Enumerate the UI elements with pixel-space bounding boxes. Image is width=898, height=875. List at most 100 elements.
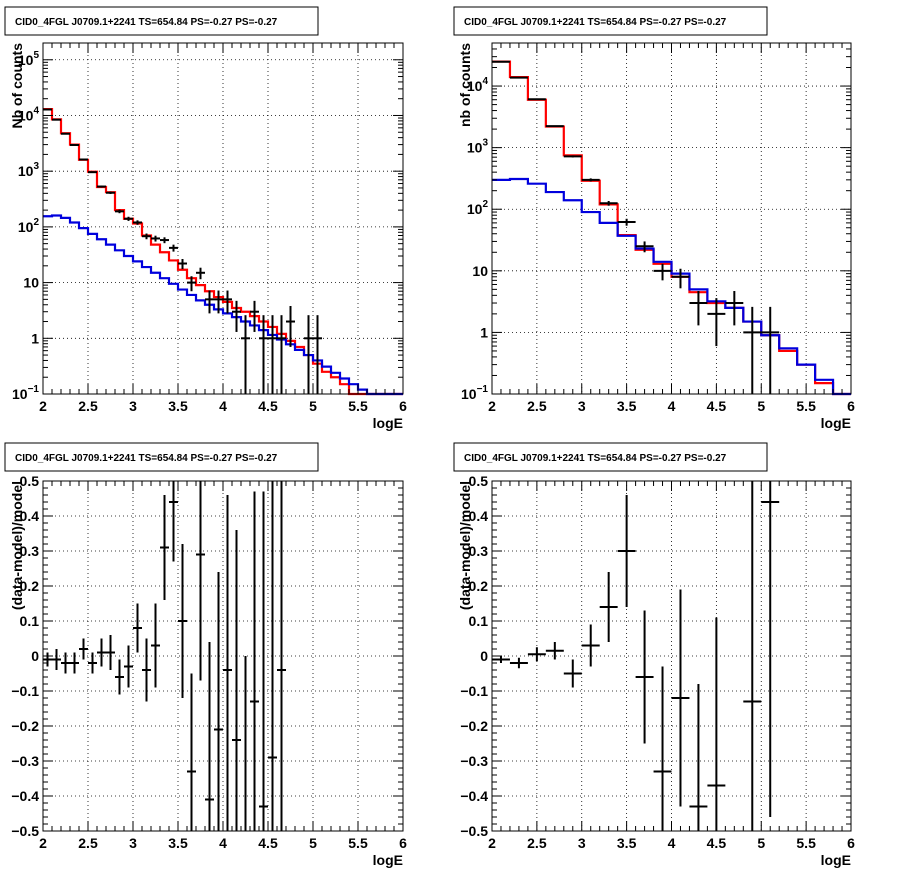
data-point (527, 647, 546, 662)
data-point (169, 481, 178, 562)
y-tick-label: 1 (31, 330, 39, 346)
x-tick-label: 5.5 (796, 398, 816, 414)
series-3 (492, 60, 780, 394)
data-point (151, 235, 160, 242)
x-tick-label: 5 (757, 398, 765, 414)
y-tick-label: 105 (18, 50, 40, 68)
y-tick-label: 0.1 (469, 613, 489, 629)
data-point (196, 267, 205, 280)
chart-title: CID0_4FGL J0709.1+2241 TS=654.84 PS=-0.2… (464, 17, 727, 28)
data-point (563, 155, 582, 158)
data-point (223, 290, 232, 314)
data-point (277, 481, 286, 831)
data-point (106, 191, 115, 194)
data-point (214, 572, 223, 831)
x-axis-title: logE (373, 852, 403, 868)
data-point (232, 530, 241, 831)
x-tick-label: 3.5 (168, 835, 188, 851)
data-point (689, 684, 708, 831)
x-axis-title: logE (373, 415, 403, 431)
y-tick-label: −0.5 (460, 823, 488, 839)
y-tick-label: 103 (467, 138, 489, 156)
data-point (743, 481, 762, 831)
data-point (61, 652, 70, 674)
x-axis-ticks (42, 481, 404, 831)
y-tick-label: 0.2 (469, 578, 489, 594)
title-frame (453, 6, 768, 36)
data-point (88, 171, 97, 174)
x-tick-label: 3.5 (617, 835, 637, 851)
data-point (259, 491, 268, 831)
series-2 (492, 177, 851, 396)
data-point (268, 481, 277, 831)
data-point (142, 638, 151, 702)
data-point (599, 201, 618, 206)
x-tick-label: 3.5 (617, 398, 637, 414)
data-point (725, 291, 744, 326)
y-axis-title: Nb of counts (9, 43, 25, 129)
data-point (617, 218, 636, 226)
y-tick-label: 0.4 (20, 508, 40, 524)
x-tick-label: 2 (488, 398, 496, 414)
x-tick-label: 4 (219, 835, 227, 851)
y-tick-label: 0.5 (20, 473, 40, 489)
data-point (70, 652, 79, 674)
chart-panel-2: CID0_4FGL J0709.1+2241 TS=654.84 PS=-0.2… (453, 6, 855, 431)
data-point (79, 638, 88, 660)
data-point (545, 642, 564, 660)
chart-title-box: CID0_4FGL J0709.1+2241 TS=654.84 PS=-0.2… (453, 6, 768, 36)
data-point (115, 209, 124, 214)
y-tick-label: −0.5 (11, 823, 39, 839)
chart-panel-4: CID0_4FGL J0709.1+2241 TS=654.84 PS=-0.2… (453, 442, 855, 868)
data-point (79, 158, 88, 161)
y-tick-label: −0.2 (460, 718, 488, 734)
data-point (286, 305, 295, 347)
x-tick-label: 3 (129, 835, 137, 851)
chart-title: CID0_4FGL J0709.1+2241 TS=654.84 PS=-0.2… (464, 453, 727, 464)
y-axis-ticks (492, 42, 851, 395)
x-tick-label: 2 (39, 398, 47, 414)
x-tick-label: 4.5 (707, 835, 727, 851)
series-line (43, 214, 403, 396)
data-point (635, 610, 654, 744)
data-point (142, 233, 151, 240)
x-axis-ticks (491, 43, 852, 394)
y-axis-title: (data-model)/model (9, 481, 25, 610)
data-point (97, 185, 106, 188)
y-tick-label: 0.3 (20, 543, 40, 559)
chart-panel-1: CID0_4FGL J0709.1+2241 TS=654.84 PS=-0.2… (4, 6, 407, 431)
data-point (196, 481, 205, 681)
data-point (133, 603, 142, 653)
y-tick-label: 104 (18, 105, 40, 123)
data-point (223, 495, 232, 831)
data-point (178, 259, 187, 270)
y-tick-label: 0.1 (20, 613, 40, 629)
grid (492, 480, 851, 831)
data-point (492, 656, 510, 663)
x-tick-label: 4 (668, 835, 676, 851)
x-axis-title: logE (821, 415, 851, 431)
y-tick-label: 1 (480, 324, 488, 340)
grid (43, 480, 403, 831)
y-tick-label: 10 (472, 263, 488, 279)
y-axis-title: (data-model)/model (457, 481, 473, 610)
data-point (205, 290, 214, 314)
data-point (61, 132, 70, 135)
y-tick-label: −0.1 (460, 683, 488, 699)
data-point (88, 652, 97, 674)
y-axis-title: nb of counts (457, 43, 473, 127)
data-point (259, 315, 268, 394)
x-tick-label: 2.5 (527, 835, 547, 851)
x-tick-label: 2 (488, 835, 496, 851)
series-2 (43, 214, 403, 396)
y-tick-label: 0.2 (20, 578, 40, 594)
x-tick-label: 6 (399, 398, 407, 414)
data-point (304, 315, 313, 394)
data-point (277, 315, 286, 394)
data-point (545, 125, 564, 128)
y-tick-label: 0.4 (469, 508, 489, 524)
y-tick-label: 102 (18, 217, 40, 235)
y-tick-label: −0.4 (11, 788, 39, 804)
x-tick-label: 2 (39, 835, 47, 851)
